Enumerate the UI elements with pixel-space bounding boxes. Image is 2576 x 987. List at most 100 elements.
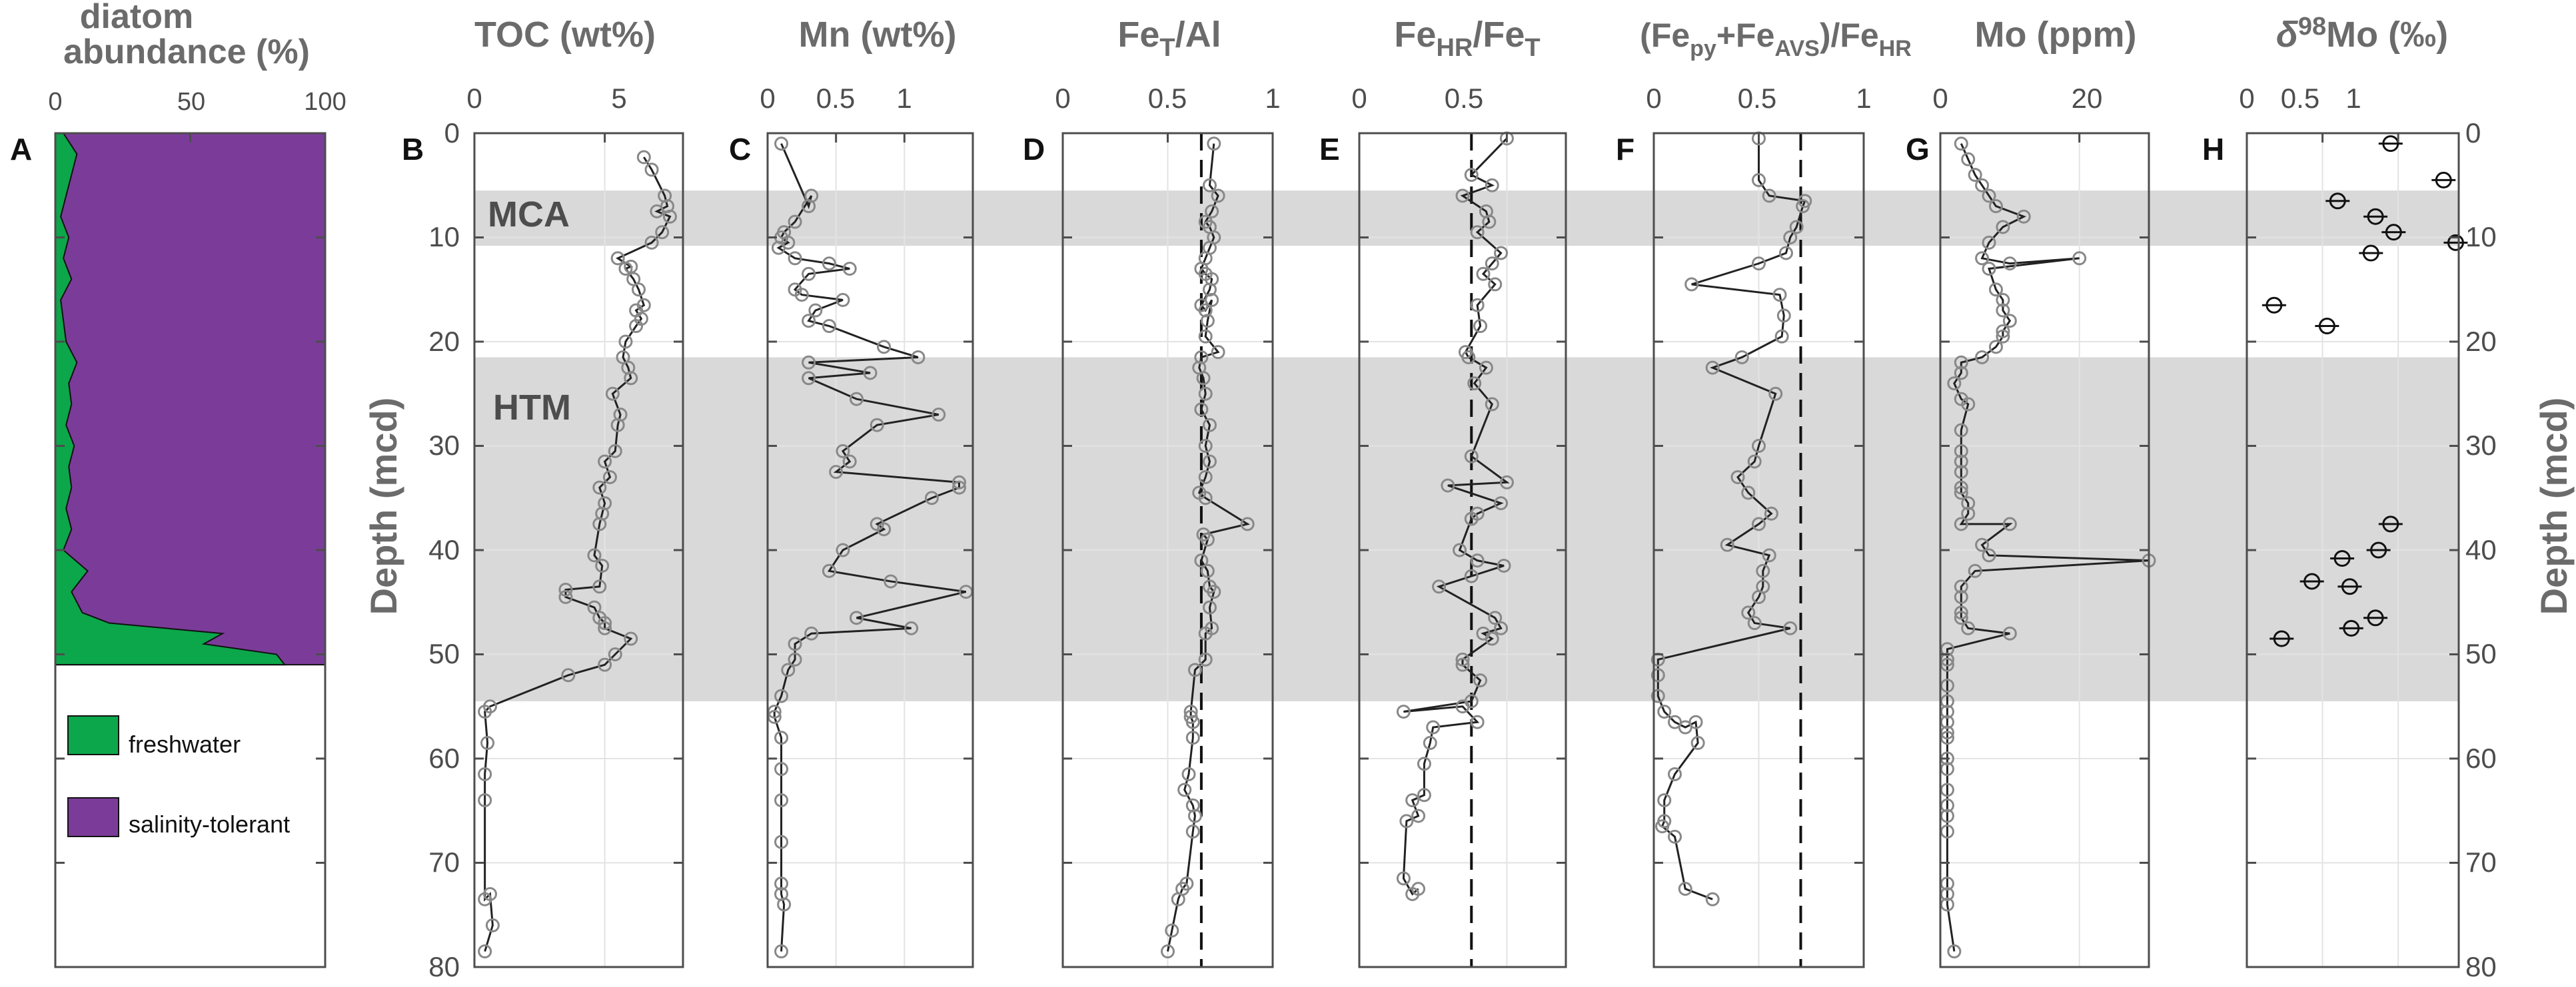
data-point — [1194, 402, 1209, 417]
data-point — [1187, 809, 1202, 823]
data-point — [836, 444, 850, 458]
data-point — [849, 611, 864, 625]
data-point — [1954, 355, 1968, 370]
data-point — [1240, 517, 1255, 531]
data-point — [1772, 288, 1787, 302]
panel-h-plot — [2246, 132, 2468, 968]
data-point — [1762, 548, 1776, 563]
panel-h-xticks: 0 0.5 1 — [2239, 83, 2361, 114]
depth-tick-right: 50 — [2465, 638, 2497, 669]
data-point — [558, 582, 573, 597]
data-point — [1499, 475, 1514, 490]
data-point — [1177, 783, 1192, 797]
data-point — [1961, 496, 1976, 511]
data-point — [1954, 366, 1968, 380]
data-point — [608, 647, 622, 661]
data-point — [2002, 256, 2017, 271]
data-point — [877, 340, 892, 354]
data-point — [1996, 329, 2010, 344]
panel-letter-g: G — [1906, 132, 1930, 166]
data-point — [1185, 798, 1200, 813]
depth-tick-left: 80 — [428, 951, 460, 982]
data-point — [478, 705, 492, 719]
data-point — [804, 188, 819, 203]
data-point — [1961, 506, 1976, 521]
data-point — [1741, 486, 1756, 500]
data-point — [1688, 715, 1703, 729]
data-point — [849, 392, 864, 406]
data-point — [1752, 256, 1766, 271]
data-point — [1423, 736, 1437, 751]
data-point — [1734, 350, 1749, 364]
panel-f-title: (Fepy+FeAVS)/FeHR — [1640, 17, 1912, 61]
data-point — [1996, 292, 2010, 307]
data-point — [802, 314, 816, 328]
data-point — [1207, 137, 1221, 151]
data-point — [774, 793, 789, 808]
data-point — [1165, 923, 1179, 938]
panel-e-xtick: 0 — [1351, 83, 1367, 114]
data-point — [624, 631, 638, 646]
data-point — [1650, 668, 1665, 683]
data-point — [1200, 532, 1215, 547]
depth-tick-left: 60 — [428, 743, 460, 774]
data-point — [1470, 225, 1485, 240]
panel-letter-d: D — [1023, 132, 1045, 166]
data-point — [1441, 478, 1455, 493]
data-point — [662, 209, 677, 224]
data-point — [1657, 793, 1672, 808]
data-point — [1485, 178, 1499, 192]
data-point — [1961, 621, 1976, 635]
data-point — [608, 444, 622, 458]
data-point — [650, 204, 664, 218]
data-point — [1954, 605, 1968, 620]
data-point — [1764, 506, 1778, 521]
data-point — [1954, 611, 1968, 625]
data-point — [1203, 178, 1217, 192]
data-point — [587, 548, 602, 563]
data-point — [605, 386, 620, 401]
data-point — [1752, 589, 1766, 604]
panel-g-xtick: 20 — [2072, 83, 2103, 114]
depth-tick-right: 0 — [2465, 117, 2481, 149]
data-point — [1961, 152, 1976, 166]
panel-b-xticks: 0 5 — [466, 83, 626, 114]
depth-ticks-right: 0 10 20 30 40 50 60 70 80 — [2465, 117, 2497, 982]
data-point — [774, 731, 789, 745]
data-point — [932, 408, 946, 422]
data-point — [1185, 824, 1200, 839]
data-point — [2002, 314, 2017, 328]
panel-d-xtick: 0.5 — [1148, 83, 1187, 114]
data-point — [794, 288, 809, 302]
data-point — [2072, 251, 2087, 266]
data-point — [1203, 600, 1217, 615]
data-point — [911, 350, 926, 364]
data-point — [1198, 626, 1213, 641]
data-point — [1426, 720, 1441, 735]
data-point — [1954, 137, 1968, 151]
depth-tick-left: 10 — [428, 221, 460, 252]
data-point — [1417, 788, 1431, 803]
data-point — [1747, 454, 1762, 469]
data-point — [1198, 491, 1213, 505]
data-point — [1470, 715, 1485, 729]
data-point — [1968, 168, 1982, 182]
data-point — [802, 355, 816, 370]
data-point — [1482, 214, 1497, 229]
panel-letter-a: A — [10, 132, 32, 166]
data-point — [924, 491, 939, 505]
data-point — [1996, 220, 2010, 234]
data-point — [1198, 329, 1213, 344]
panel-b-xtick: 0 — [466, 83, 482, 114]
data-point — [1200, 563, 1215, 578]
panel-a-xtick-0: 0 — [48, 88, 62, 116]
depth-tick-right: 60 — [2465, 743, 2497, 774]
data-point — [618, 261, 633, 276]
data-point — [1975, 178, 1990, 192]
data-point — [1783, 230, 1798, 244]
data-point — [863, 366, 878, 380]
panel-d-xtick: 0 — [1055, 83, 1070, 114]
data-point — [1650, 689, 1665, 703]
data-point — [884, 574, 898, 589]
depth-axis-label-right: Depth (mcd) — [2533, 398, 2575, 615]
